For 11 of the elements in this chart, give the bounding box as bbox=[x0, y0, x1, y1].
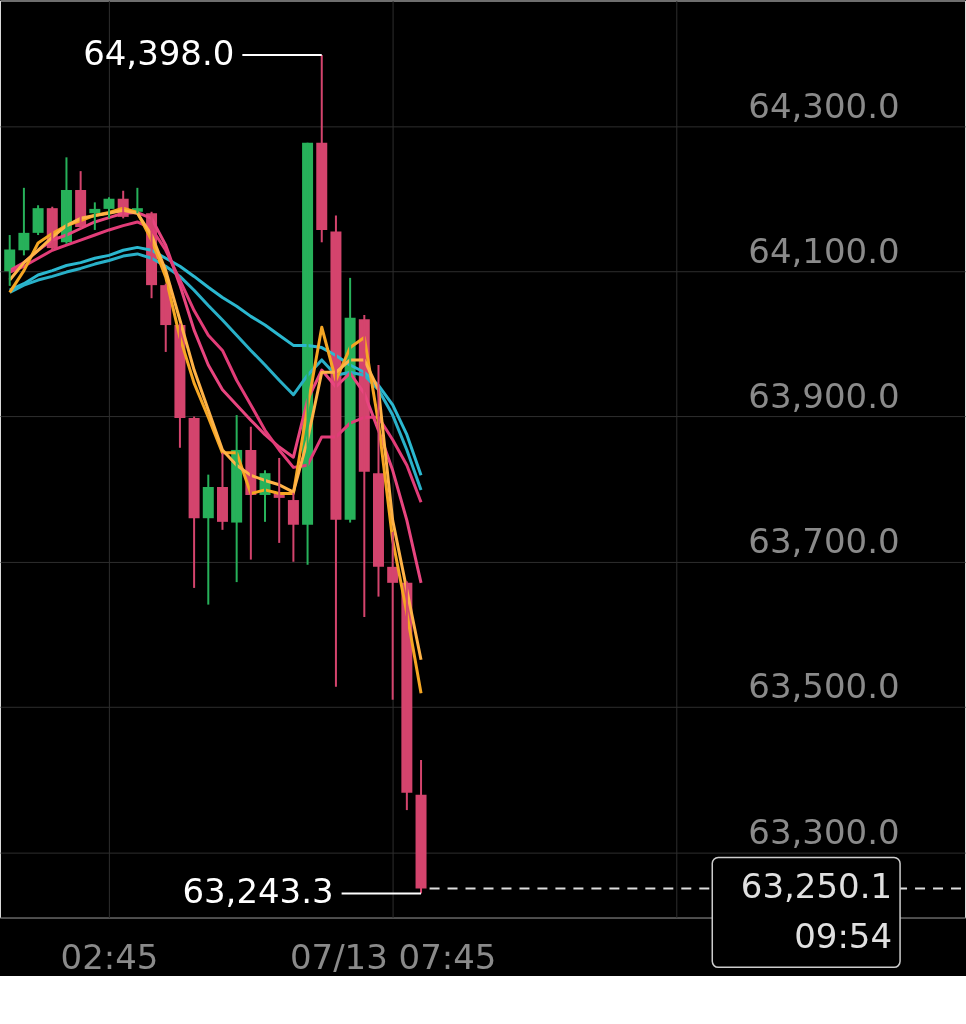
x-tick-label: 02:45 bbox=[60, 937, 159, 977]
y-tick-label: 63,900.0 bbox=[748, 376, 900, 417]
y-tick-label: 63,700.0 bbox=[748, 521, 900, 562]
x-tick-label: 07/13 07:45 bbox=[289, 937, 497, 977]
y-tick-label: 63,300.0 bbox=[748, 811, 900, 852]
annotation: 63,243.3 bbox=[182, 871, 334, 912]
y-tick-label: 63,500.0 bbox=[748, 666, 900, 707]
ref-line-label: 63,250.1 09:54 bbox=[740, 866, 893, 957]
annotation: 64,398.0 bbox=[83, 32, 235, 73]
y-tick-label: 64,300.0 bbox=[748, 85, 900, 126]
y-tick-label: 64,100.0 bbox=[748, 230, 900, 271]
